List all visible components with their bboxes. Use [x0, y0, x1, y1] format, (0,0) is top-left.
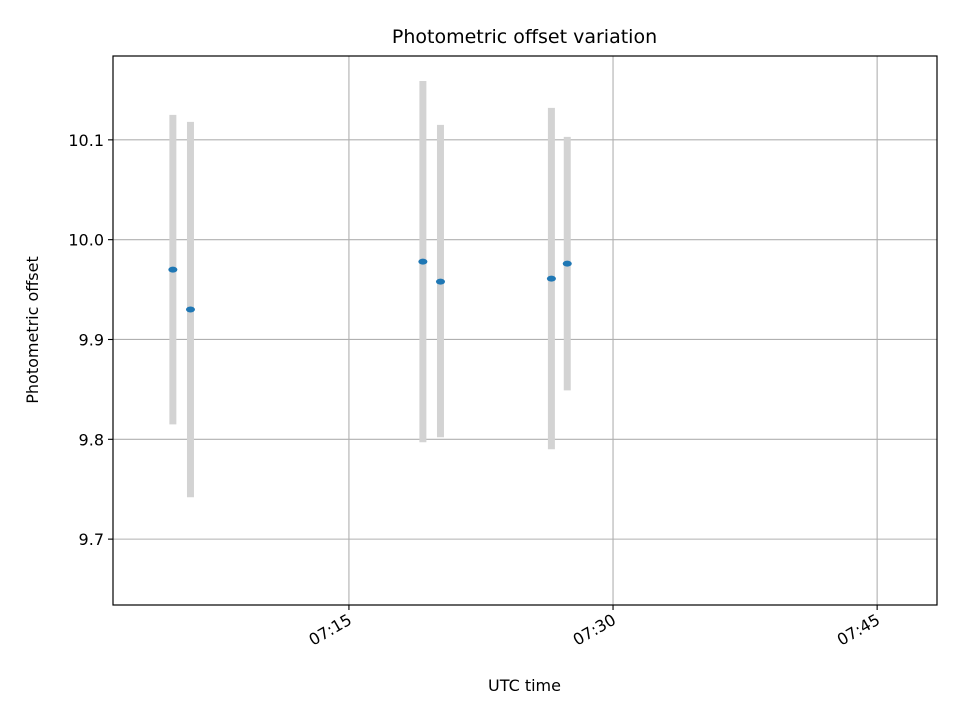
y-tick-label: 10.1 — [68, 131, 104, 150]
data-point — [168, 266, 178, 273]
x-axis-label: UTC time — [488, 676, 561, 695]
data-point — [185, 306, 195, 313]
chart-title: Photometric offset variation — [392, 26, 657, 48]
data-point — [546, 275, 556, 282]
y-tick-label: 10.0 — [68, 231, 104, 250]
grid-lines — [113, 56, 937, 605]
data-points — [168, 258, 572, 313]
y-tick-label: 9.8 — [79, 430, 104, 449]
y-axis-label: Photometric offset — [23, 256, 42, 404]
data-point — [562, 260, 572, 267]
y-tick-label: 9.9 — [79, 330, 104, 349]
plot-frame — [112, 55, 938, 606]
y-tick-label: 9.7 — [79, 530, 104, 549]
y-axis-ticks: 9.7 9.8 9.9 10.0 10.1 — [68, 131, 113, 549]
data-point — [418, 258, 428, 265]
data-point — [435, 278, 445, 285]
